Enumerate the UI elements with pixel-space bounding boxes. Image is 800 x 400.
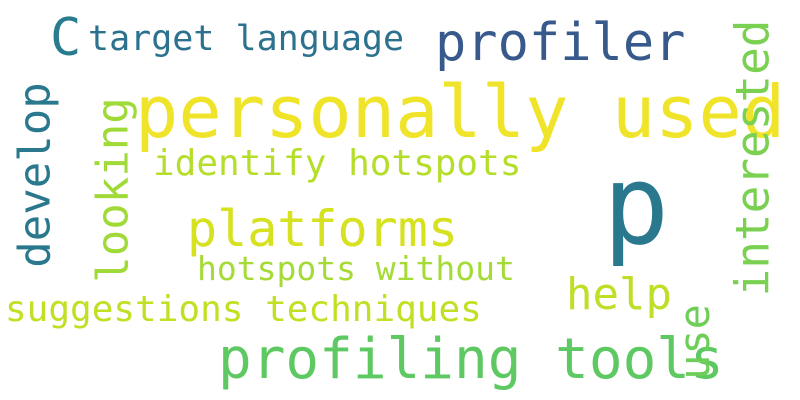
word-profiling-tools: profiling tools bbox=[218, 327, 724, 392]
word-target-language: target language bbox=[88, 19, 405, 59]
word-use: use bbox=[669, 304, 719, 380]
word-profiler: profiler bbox=[435, 13, 686, 73]
word-help: help bbox=[566, 269, 672, 320]
word-interested: interested bbox=[725, 19, 780, 297]
word-personally-used: personally used bbox=[135, 70, 786, 154]
word-develop: develop bbox=[9, 82, 61, 268]
word-hotspots-without: hotspots without bbox=[197, 249, 515, 288]
word-p: p bbox=[603, 141, 670, 269]
word-platforms: platforms bbox=[187, 200, 458, 258]
word-looking: looking bbox=[87, 97, 139, 283]
word-identify-hotspots: identify hotspots bbox=[153, 143, 522, 184]
word-suggestions-techniques: suggestions techniques bbox=[5, 289, 482, 330]
word-c: C bbox=[50, 8, 82, 68]
